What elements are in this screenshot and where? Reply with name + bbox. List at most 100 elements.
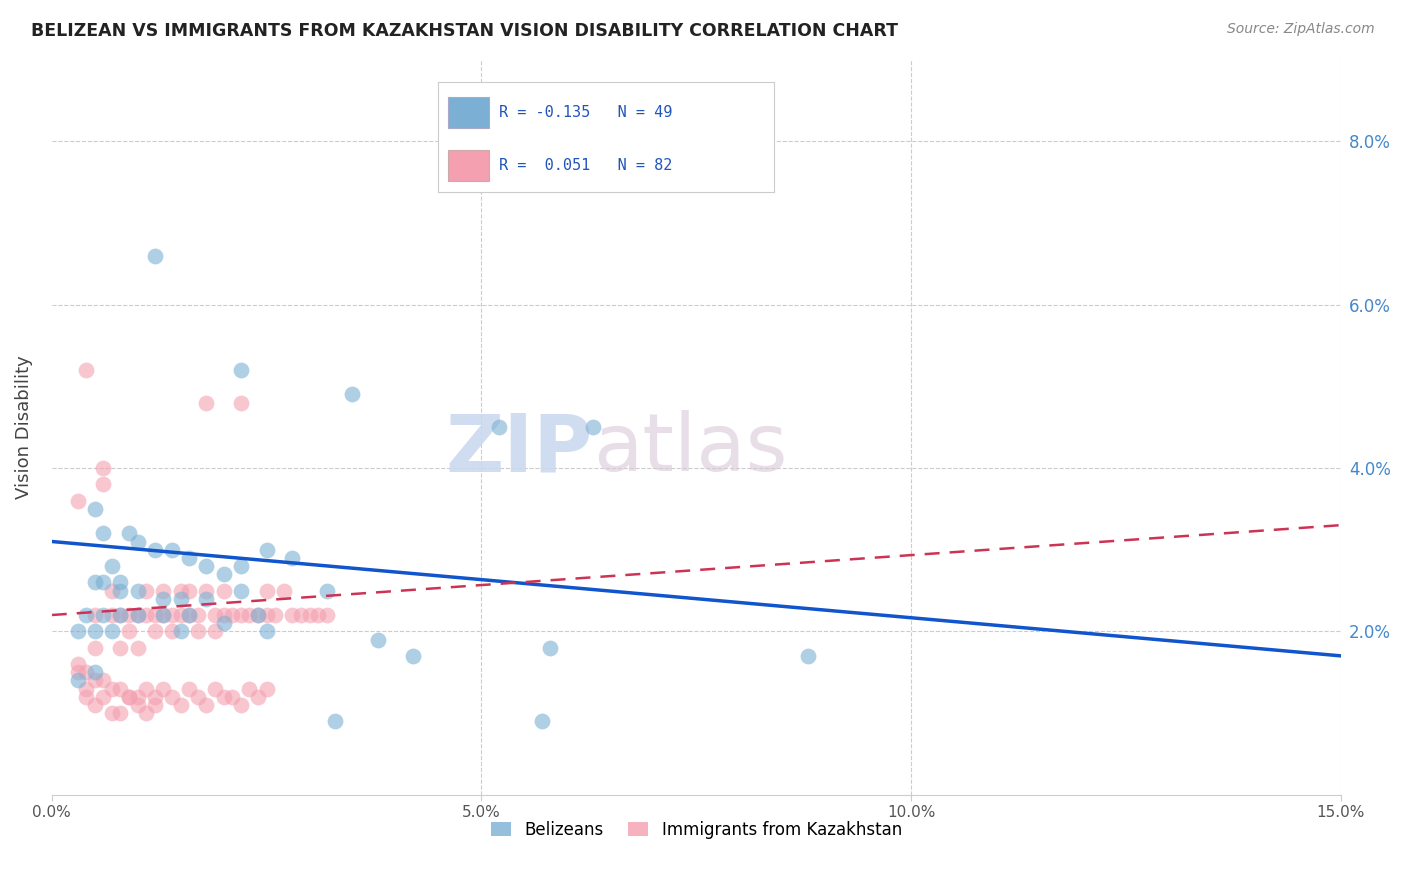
Point [204,607,226,622]
Point [229,395,252,409]
Point [238,607,260,622]
Point [83,624,105,639]
Point [118,607,141,622]
Point [110,681,132,696]
Point [110,706,132,720]
Point [238,681,260,696]
Point [91,673,114,688]
Point [101,624,124,639]
Point [160,542,183,557]
Point [195,559,218,574]
Point [91,526,114,541]
Point [143,542,166,557]
Point [91,575,114,590]
Point [118,690,141,704]
Point [127,607,149,622]
Point [179,583,201,598]
Point [66,493,89,508]
Point [118,624,141,639]
Point [83,501,105,516]
Point [143,607,166,622]
Point [101,583,124,598]
Point [143,249,166,263]
Point [315,583,337,598]
Point [75,690,97,704]
Point [83,575,105,590]
Text: Source: ZipAtlas.com: Source: ZipAtlas.com [1227,22,1375,37]
Point [152,583,174,598]
Point [488,420,510,434]
Point [246,607,269,622]
Point [91,461,114,475]
Point [538,640,561,655]
Point [75,363,97,377]
Point [75,665,97,680]
Y-axis label: Vision Disability: Vision Disability [15,355,32,499]
Point [66,665,89,680]
Point [229,607,252,622]
Point [152,591,174,606]
Point [229,559,252,574]
Point [83,673,105,688]
Point [401,648,423,663]
Point [169,583,191,598]
Point [66,657,89,671]
Point [290,607,312,622]
Point [101,706,124,720]
Point [187,690,209,704]
Point [246,690,269,704]
Point [212,690,235,704]
Point [152,607,174,622]
Point [229,698,252,712]
Point [273,583,295,598]
Point [256,583,278,598]
Point [256,681,278,696]
Point [187,624,209,639]
Point [152,607,174,622]
Point [315,607,337,622]
Point [110,575,132,590]
Point [195,698,218,712]
Point [135,583,157,598]
Point [256,542,278,557]
Point [298,607,321,622]
Point [323,714,346,729]
Point [101,559,124,574]
Point [195,583,218,598]
Point [91,690,114,704]
Point [367,632,389,647]
Point [169,698,191,712]
Point [530,714,553,729]
Text: atlas: atlas [593,410,787,488]
Point [83,640,105,655]
Point [118,690,141,704]
Point [221,607,243,622]
Point [66,673,89,688]
Point [212,607,235,622]
Point [101,607,124,622]
Point [91,477,114,491]
Point [127,690,149,704]
Point [179,607,201,622]
Point [229,363,252,377]
Point [187,607,209,622]
Point [83,665,105,680]
Point [256,624,278,639]
Point [169,591,191,606]
Point [75,607,97,622]
Point [179,607,201,622]
Point [264,607,287,622]
Point [221,690,243,704]
Point [204,681,226,696]
Point [212,583,235,598]
Point [152,681,174,696]
Point [135,607,157,622]
Point [281,607,304,622]
Point [135,706,157,720]
Point [212,567,235,582]
Text: BELIZEAN VS IMMIGRANTS FROM KAZAKHSTAN VISION DISABILITY CORRELATION CHART: BELIZEAN VS IMMIGRANTS FROM KAZAKHSTAN V… [31,22,898,40]
Point [246,607,269,622]
Legend: Belizeans, Immigrants from Kazakhstan: Belizeans, Immigrants from Kazakhstan [484,814,908,846]
Point [127,534,149,549]
Point [229,583,252,598]
